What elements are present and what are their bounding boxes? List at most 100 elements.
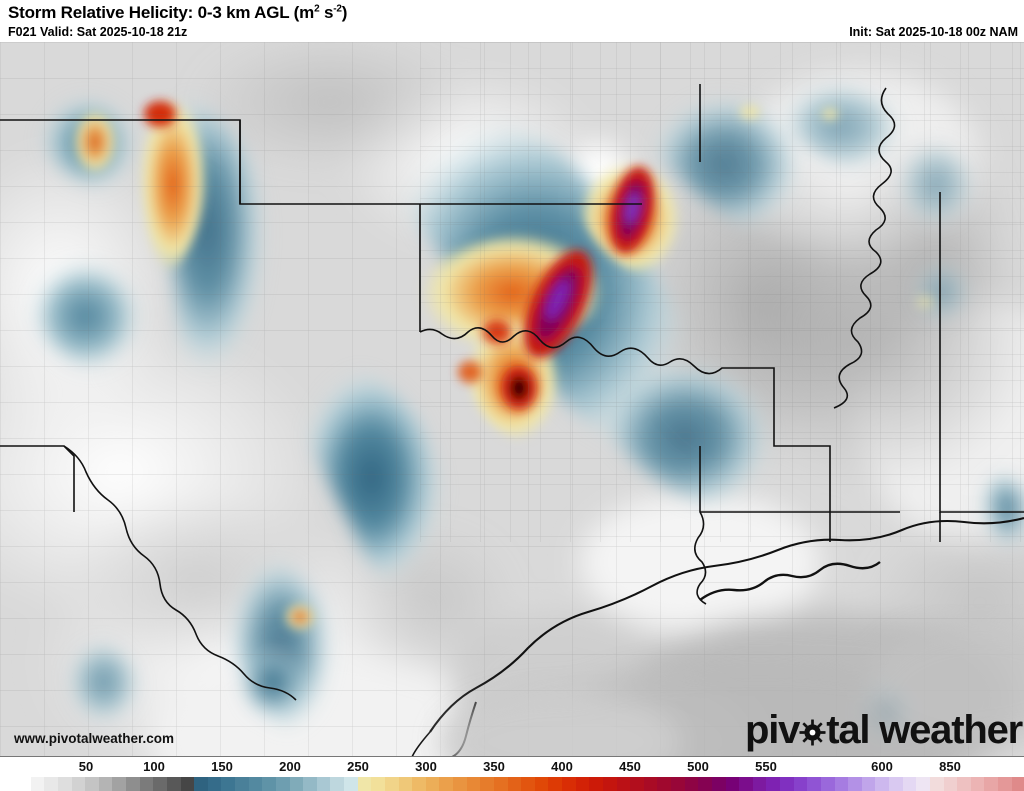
colorbar-tick-label: 150 <box>211 759 233 774</box>
colorbar-swatch <box>166 777 181 791</box>
colorbar-swatch <box>807 777 821 791</box>
colorbar-tick-label: 250 <box>347 759 369 774</box>
colorbar-tick-label: 450 <box>619 759 641 774</box>
colorbar-swatch <box>575 777 590 791</box>
colorbar-swatch <box>848 777 862 791</box>
colorbar-swatch <box>303 777 317 791</box>
state-boundaries <box>0 84 1024 756</box>
colorbar-swatch <box>698 777 712 791</box>
colorbar-swatch <box>834 777 849 791</box>
colorbar-swatch <box>534 777 549 791</box>
colorbar-swatch <box>439 777 453 791</box>
colorbar-swatch <box>357 777 372 791</box>
colorbar-swatch <box>902 777 917 791</box>
colorbar-swatches[interactable] <box>17 777 1024 791</box>
colorbar-swatch <box>643 777 658 791</box>
colorbar-tick-label: 350 <box>483 759 505 774</box>
colorbar-swatch <box>57 777 72 791</box>
colorbar-swatch <box>316 777 331 791</box>
colorbar-swatch <box>344 777 358 791</box>
colorbar-swatch <box>398 777 413 791</box>
colorbar-swatch <box>330 777 344 791</box>
colorbar-swatch <box>998 777 1012 791</box>
colorbar-tick-label: 50 <box>78 759 94 774</box>
colorbar-swatch <box>248 777 263 791</box>
colorbar-swatch <box>466 777 481 791</box>
colorbar[interactable]: 50 100 150 200 250 300 350 400 450 500 550 600 850 <box>0 757 1024 791</box>
colorbar-swatch <box>793 777 808 791</box>
colorbar-swatch <box>1011 777 1024 791</box>
colorbar-tick-label: 200 <box>279 759 301 774</box>
colorbar-swatch <box>112 777 126 791</box>
colorbar-swatch <box>180 777 195 791</box>
colorbar-swatch <box>548 777 562 791</box>
colorbar-swatch <box>562 777 576 791</box>
colorbar-swatch <box>71 777 86 791</box>
colorbar-swatch <box>289 777 304 791</box>
colorbar-swatch <box>780 777 794 791</box>
colorbar-tick-label: 300 <box>415 759 437 774</box>
colorbar-swatch <box>943 777 958 791</box>
colorbar-tick-label: 850 <box>939 759 961 774</box>
brand-logo-pre: piv <box>745 708 800 752</box>
colorbar-swatch <box>602 777 617 791</box>
colorbar-swatch <box>957 777 971 791</box>
brand-logo: piv tal weather <box>745 708 1023 752</box>
colorbar-swatch <box>17 777 31 791</box>
colorbar-swatch <box>126 777 140 791</box>
map-panel[interactable]: www.pivotalweather.com piv tal weather <box>0 42 1024 757</box>
colorbar-tick-label: 400 <box>551 759 573 774</box>
colorbar-swatch <box>425 777 440 791</box>
colorbar-swatch <box>44 777 58 791</box>
colorbar-swatch <box>589 777 603 791</box>
colorbar-swatch <box>861 777 876 791</box>
colorbar-swatch <box>493 777 508 791</box>
website-url-label: www.pivotalweather.com <box>14 731 175 746</box>
colorbar-swatch <box>194 777 208 791</box>
colorbar-swatch <box>616 777 631 791</box>
header-bar: Storm Relative Helicity: 0-3 km AGL (m2 … <box>0 0 1024 42</box>
colorbar-swatch <box>235 777 249 791</box>
gear-icon <box>799 719 826 746</box>
colorbar-swatch <box>85 777 99 791</box>
colorbar-swatch <box>480 777 494 791</box>
colorbar-swatch <box>739 777 753 791</box>
helicity-heatmap[interactable] <box>0 42 1024 757</box>
colorbar-swatch <box>262 777 276 791</box>
colorbar-swatch <box>752 777 767 791</box>
colorbar-swatch <box>98 777 113 791</box>
page-title-mid: s <box>319 3 334 22</box>
colorbar-tick-label: 100 <box>143 759 165 774</box>
colorbar-swatch <box>384 777 399 791</box>
colorbar-swatch <box>412 777 426 791</box>
colorbar-tick-label: 550 <box>755 759 777 774</box>
page-title: Storm Relative Helicity: 0-3 km AGL (m2 … <box>8 3 347 23</box>
page-title-exponent-1: 2 <box>314 3 320 15</box>
colorbar-swatch <box>875 777 889 791</box>
colorbar-swatch <box>984 777 998 791</box>
colorbar-swatch <box>889 777 903 791</box>
colorbar-tick-label: 500 <box>687 759 709 774</box>
page-title-exponent-2: -2 <box>333 3 342 15</box>
colorbar-swatch <box>766 777 780 791</box>
gulf-water-shading <box>440 622 1024 756</box>
colorbar-swatch <box>139 777 154 791</box>
colorbar-tick-label: 600 <box>871 759 893 774</box>
colorbar-swatch <box>630 777 644 791</box>
page-title-main: Storm Relative Helicity: 0-3 km AGL (m <box>8 3 315 22</box>
colorbar-swatch <box>725 777 740 791</box>
county-boundaries <box>0 42 1024 756</box>
colorbar-swatch <box>657 777 671 791</box>
colorbar-swatch <box>970 777 985 791</box>
colorbar-swatch <box>929 777 944 791</box>
colorbar-swatch <box>671 777 685 791</box>
valid-time-label: F021 Valid: Sat 2025-10-18 21z <box>8 25 188 39</box>
colorbar-swatch <box>30 777 45 791</box>
colorbar-swatch <box>684 777 699 791</box>
colorbar-swatch <box>453 777 467 791</box>
colorbar-swatch <box>207 777 222 791</box>
colorbar-swatch <box>221 777 235 791</box>
colorbar-swatch <box>521 777 535 791</box>
colorbar-swatch <box>916 777 930 791</box>
colorbar-swatch <box>153 777 167 791</box>
